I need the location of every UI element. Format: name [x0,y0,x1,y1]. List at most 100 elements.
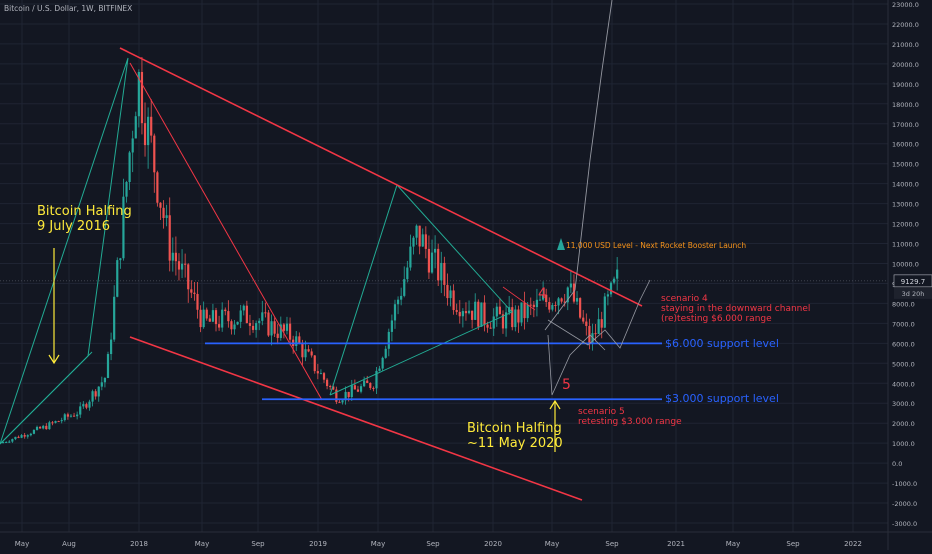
candle-body [359,386,363,392]
y-tick-label: 18000.0 [892,101,919,109]
candle-body [29,433,32,436]
halving-2020-label-line-1: ~11 May 2020 [467,436,563,451]
candle-body [276,333,279,338]
candle-body [304,349,307,358]
candle-body [45,425,48,430]
candle-body [517,309,520,323]
candle-body [600,319,603,328]
candle-body [1,442,5,444]
candle-body [437,248,440,281]
chart-title: Bitcoin / U.S. Dollar, 1W, BITFINEX [4,4,133,13]
candle-body [109,339,113,355]
candle-body [489,327,492,329]
y-tick-label: 15000.0 [892,161,919,169]
candle-body [288,323,292,340]
candle-body [97,386,100,397]
candle-body [409,246,412,268]
candle-body [384,348,387,358]
y-tick-label: 21000.0 [892,41,919,49]
candle-body [609,282,613,295]
candle-body [545,294,548,303]
last-price-box [893,274,932,288]
candle-body [69,415,73,417]
candle-body [403,279,406,296]
candle-body [421,234,424,247]
scenario-5-label-line-1: retesting $3.000 range [578,417,682,427]
candle-body [378,368,381,371]
candle-body [329,386,332,388]
candle-body [363,380,366,387]
candle-body [418,225,421,247]
candle-body [338,401,341,403]
candle-body [79,406,82,415]
candle-body [187,264,190,290]
candle-body [134,116,137,139]
candle-body [310,351,313,356]
y-tick-label: 12000.0 [892,221,919,229]
resistance-line [119,47,643,307]
candle-body [190,289,193,293]
y-tick-label: -2000.0 [892,500,917,508]
candle-body [603,296,606,328]
candle-body [325,379,329,387]
candle-body [332,386,335,390]
candle-body [60,420,63,422]
candle-body [480,302,483,327]
candle-body [20,435,23,438]
candle-body [369,382,372,388]
candle-body [57,421,60,423]
candle-body [211,310,215,322]
candle-body [594,333,597,335]
support-6000-label: $6.000 support level [665,337,779,350]
candle-body [501,314,505,329]
candle-body [39,426,42,429]
candle-body [150,116,153,136]
y-tick-label: 14000.0 [892,181,919,189]
candle-body [32,429,36,434]
last-price-label: 9129.7 [901,278,926,286]
candle-body [381,357,384,369]
candle-body [270,321,273,336]
candle-body [174,252,177,262]
candle-body [103,377,107,383]
candle-body [113,296,116,340]
candle-body [430,252,434,273]
projection-rocket [544,0,613,331]
candle-body [452,290,455,311]
candle-body [483,302,486,325]
candle-body [153,135,156,173]
candle-body [542,294,545,300]
candle-body [535,299,539,308]
candle-body [322,373,326,380]
candle-body [427,248,431,273]
candle-body [106,354,110,378]
candle-body [582,317,585,322]
marker-4: 4 [538,286,547,302]
candle-body [366,380,369,383]
candle-body [202,309,205,328]
candle-body [285,323,289,331]
candle-body [443,262,446,285]
halving-2020-arrowhead [549,399,561,410]
y-tick-label: -1000.0 [892,480,917,488]
lower-channel-line [129,336,583,501]
candle-body [572,283,576,302]
candle-body [492,316,495,329]
candle-body [341,400,344,403]
scenario-5-label-line-0: scenario 5 [578,407,625,417]
candle-body [245,305,248,324]
scenario-4-label-line-2: (re)testing $6.000 range [661,314,772,324]
y-tick-label: 5000.0 [892,360,915,368]
candle-body [560,298,563,302]
candle-body [396,299,400,305]
candle-body [514,309,517,328]
candle-body [273,321,276,334]
candle-body [461,311,464,317]
candle-body [94,391,97,397]
candle-body [214,310,218,325]
candle-body [227,311,230,322]
candle-body [143,123,147,146]
x-tick-label: 2022 [844,540,862,548]
